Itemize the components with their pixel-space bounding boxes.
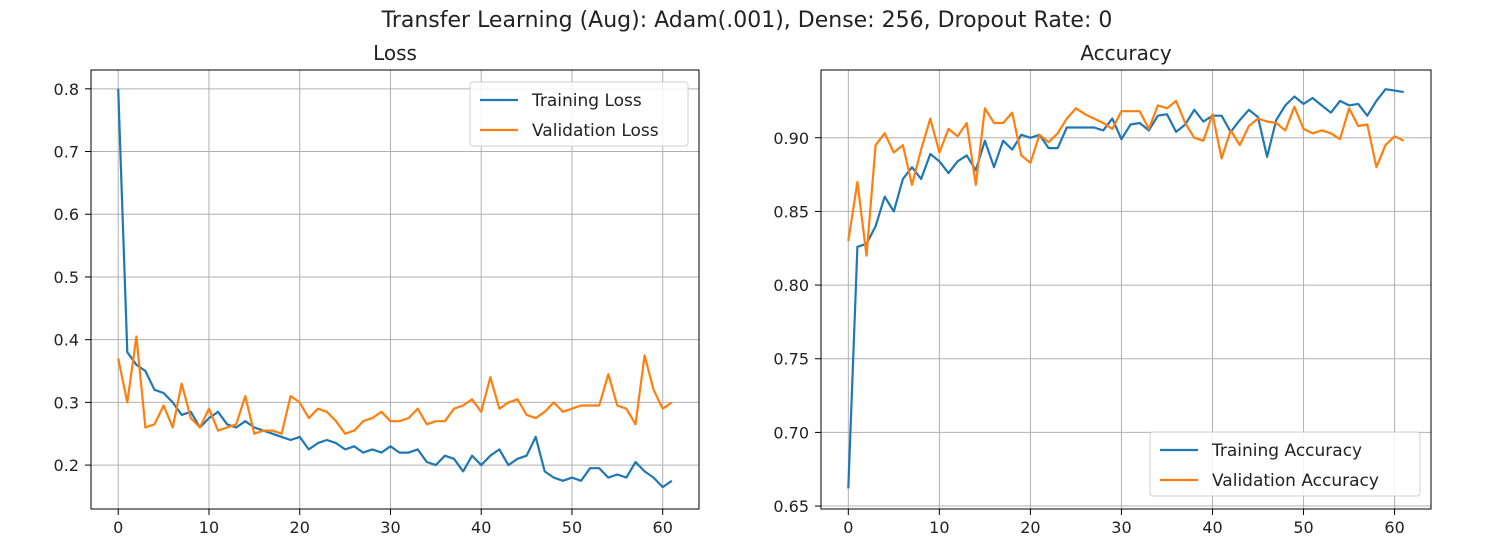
legend-label: Validation Accuracy xyxy=(1212,471,1379,491)
y-tick-label: 0.8 xyxy=(54,80,79,99)
accuracy-series-line-validation xyxy=(847,99,1405,257)
legend-box xyxy=(469,81,689,147)
accuracy-series-line-training xyxy=(847,88,1404,489)
y-tick-label: 0.70 xyxy=(773,423,809,442)
x-tick-label: 0 xyxy=(843,518,853,537)
figure-title: Transfer Learning (Aug): Adam(.001), Den… xyxy=(381,8,1113,33)
legend-label: Training Loss xyxy=(531,91,642,111)
accuracy-chart: 0 10 20 30 40 50 60 0.65 0.70 0.75 0.80 0.85 0.90 Acc… xyxy=(773,41,1432,537)
loss-series-line-training xyxy=(117,88,673,489)
loss-chart: 0 10 20 30 40 50 60 0.2 0.3 0.4 0.5 0.6 0.7 0.8 Loss Tr… xyxy=(54,41,700,537)
y-tick-label: 0.2 xyxy=(54,456,79,475)
x-tick-label: 10 xyxy=(199,518,219,537)
x-tick-label: 0 xyxy=(113,518,123,537)
accuracy-axes-frame xyxy=(820,69,1432,510)
x-tick-label: 30 xyxy=(380,518,400,537)
x-tick-label: 10 xyxy=(929,518,949,537)
y-tick-label: 0.65 xyxy=(773,497,809,516)
y-tick-label: 0.85 xyxy=(773,202,809,221)
loss-axes-frame xyxy=(90,69,700,510)
x-tick-label: 40 xyxy=(1202,518,1222,537)
x-tick-label: 30 xyxy=(1111,518,1131,537)
y-tick-label: 0.6 xyxy=(54,205,79,224)
y-tick-label: 0.4 xyxy=(54,331,79,350)
y-tick-label: 0.5 xyxy=(54,268,79,287)
x-tick-label: 50 xyxy=(562,518,582,537)
accuracy-chart-title: Accuracy xyxy=(1080,41,1171,65)
x-tick-label: 50 xyxy=(1293,518,1313,537)
loss-series-line-validation xyxy=(117,335,673,435)
x-tick-label: 60 xyxy=(653,518,673,537)
y-tick-label: 0.90 xyxy=(773,129,809,148)
legend-label: Validation Loss xyxy=(532,121,659,141)
accuracy-legend: Training Accuracy Validation Accuracy xyxy=(1149,431,1421,497)
y-tick-label: 0.80 xyxy=(773,276,809,295)
x-tick-label: 40 xyxy=(471,518,491,537)
y-tick-label: 0.7 xyxy=(54,143,79,162)
loss-chart-title: Loss xyxy=(373,41,417,65)
x-tick-label: 20 xyxy=(290,518,310,537)
x-tick-label: 60 xyxy=(1384,518,1404,537)
y-tick-label: 0.3 xyxy=(54,393,79,412)
y-tick-label: 0.75 xyxy=(773,350,809,369)
legend-box xyxy=(1149,431,1421,497)
legend-label: Training Accuracy xyxy=(1211,441,1362,461)
x-tick-label: 20 xyxy=(1020,518,1040,537)
loss-legend: Training Loss Validation Loss xyxy=(469,81,689,147)
